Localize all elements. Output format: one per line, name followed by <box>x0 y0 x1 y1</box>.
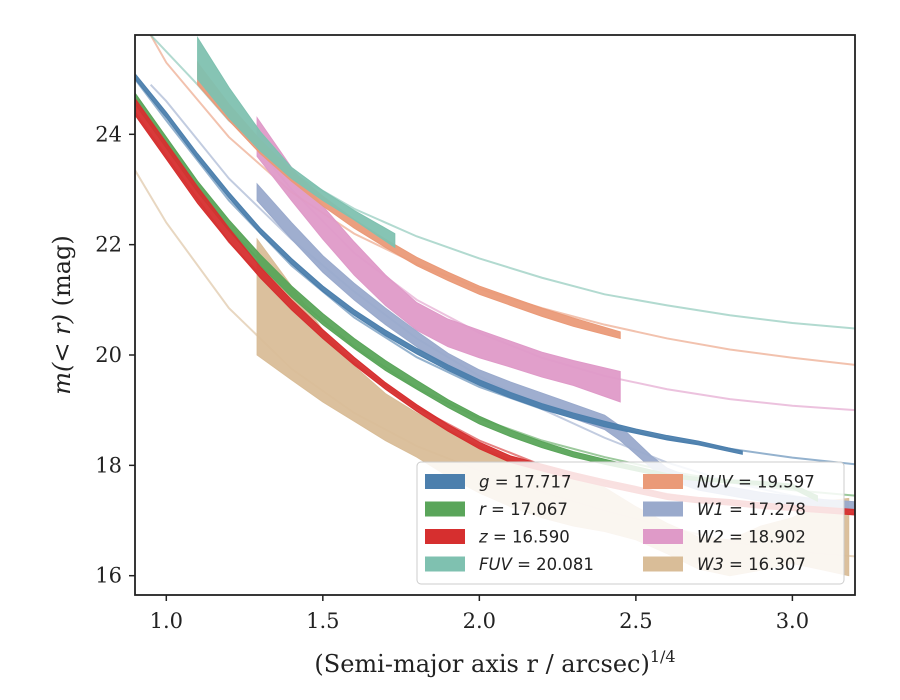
x-axis: 1.0 1.5 2.0 2.5 3.0 <box>150 595 809 633</box>
legend-swatch-z <box>425 529 465 544</box>
legend-label-w2: W2 = 18.902 <box>697 528 806 547</box>
y-axis: 16 18 20 22 24 <box>95 122 135 588</box>
legend-swatch-g <box>425 474 465 489</box>
model-curve-nuv <box>149 35 855 366</box>
legend-entry-w3: W3 = 16.307 <box>643 555 806 574</box>
y-tick-label: 18 <box>95 453 122 477</box>
band-fuv <box>197 36 396 249</box>
legend-box <box>416 461 845 585</box>
x-tick-label: 2.5 <box>619 609 652 633</box>
band-z <box>135 97 855 516</box>
y-tick-label: 20 <box>95 343 122 367</box>
legend-swatch-r <box>425 501 465 517</box>
y-axis-title: m(< r) (mag) <box>48 235 76 395</box>
model-curve-g <box>135 78 855 466</box>
legend-entry-nuv: NUV = 19.597 <box>643 473 815 492</box>
x-tick-label: 2.0 <box>463 609 496 633</box>
legend-swatch-w3 <box>643 556 683 572</box>
legend-swatch-nuv <box>643 474 683 489</box>
legend-label-fuv: FUV = 20.081 <box>479 555 594 574</box>
legend-entry-r: r = 17.067 <box>425 500 568 519</box>
legend-swatch-w2 <box>643 529 683 544</box>
legend-label-w1: W1 = 17.278 <box>697 500 806 519</box>
band-g <box>135 72 743 455</box>
model-curve-fuv <box>149 35 855 330</box>
legend-label-nuv: NUV = 19.597 <box>697 473 815 492</box>
legend-swatch-w1 <box>643 501 683 517</box>
legend: g = 17.717 r = 17.067 z = 16.590 FUV = 20.0… <box>416 461 845 585</box>
legend-label-z: z = 16.590 <box>478 528 570 547</box>
x-tick-label: 3.0 <box>776 609 809 633</box>
x-axis-title: (Semi-major axis r / arcsec)1/4 <box>314 647 675 678</box>
y-tick-label: 16 <box>95 564 122 588</box>
legend-label-w3: W3 = 16.307 <box>697 555 806 574</box>
legend-entry-z: z = 16.590 <box>425 528 570 547</box>
legend-label-g: g = 17.717 <box>479 473 572 492</box>
legend-swatch-fuv <box>425 556 465 572</box>
x-tick-label: 1.5 <box>306 609 339 633</box>
legend-entry-w2: W2 = 18.902 <box>643 528 806 547</box>
legend-label-r: r = 17.067 <box>479 500 568 519</box>
plot-area-frame <box>134 34 856 596</box>
legend-entry-w1: W1 = 17.278 <box>643 500 806 519</box>
y-tick-label: 22 <box>95 233 122 257</box>
band-w2 <box>256 116 621 403</box>
legend-entry-fuv: FUV = 20.081 <box>425 555 594 574</box>
legend-entry-g: g = 17.717 <box>425 473 572 492</box>
x-tick-label: 1.0 <box>150 609 183 633</box>
y-tick-label: 24 <box>95 122 122 146</box>
